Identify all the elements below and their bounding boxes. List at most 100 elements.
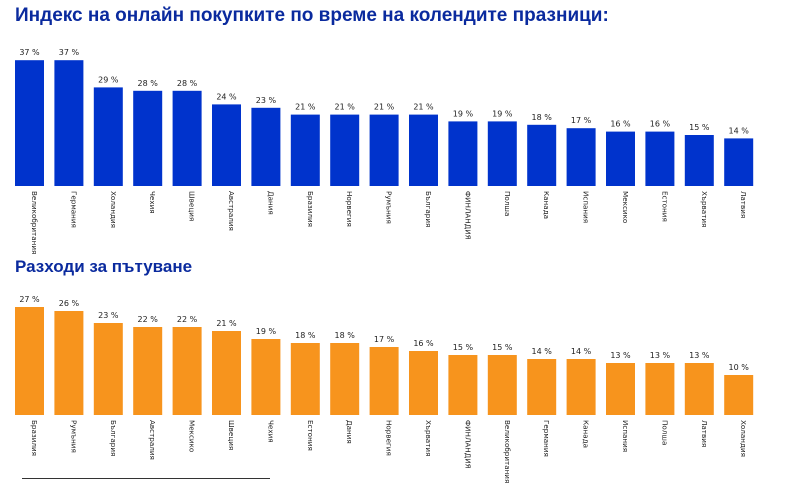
travel-value-label-11: 15 % xyxy=(453,343,474,352)
travel-category-label-3: Австралия xyxy=(148,420,157,460)
travel-value-label-16: 13 % xyxy=(650,351,671,360)
travel-bar-7 xyxy=(290,343,320,415)
online-value-label-1: 37 % xyxy=(59,48,80,57)
travel-category-label-8: Дания xyxy=(345,420,354,444)
online-value-label-5: 24 % xyxy=(216,92,237,101)
online-bar-0 xyxy=(15,60,44,187)
travel-category-label-0: Бразилия xyxy=(30,420,39,456)
online-bar-12 xyxy=(487,121,517,186)
online-bar-10 xyxy=(409,114,438,186)
online-category-label-8: Норвегия xyxy=(345,191,354,227)
online-bar-1 xyxy=(54,60,84,187)
travel-category-label-13: Германия xyxy=(542,420,551,457)
online-value-label-6: 23 % xyxy=(256,96,277,105)
travel-value-label-12: 15 % xyxy=(492,343,513,352)
online-bar-4 xyxy=(172,90,202,186)
online-category-label-5: Австралия xyxy=(227,191,236,231)
online-category-label-10: България xyxy=(424,191,433,227)
travel-value-label-8: 18 % xyxy=(335,331,356,340)
travel-value-label-13: 14 % xyxy=(532,347,553,356)
online-category-label-11: ФИНЛАНДИЯ xyxy=(463,191,472,240)
travel-bar-17 xyxy=(684,363,714,415)
online-value-label-17: 15 % xyxy=(689,123,710,132)
online-value-label-11: 19 % xyxy=(453,109,474,118)
travel-bar-3 xyxy=(133,327,163,415)
travel-bar-18 xyxy=(724,375,754,415)
online-value-label-18: 14 % xyxy=(729,126,750,135)
online-bar-8 xyxy=(330,114,360,186)
online-value-label-13: 18 % xyxy=(532,113,553,122)
travel-category-label-4: Мексико xyxy=(188,420,197,452)
travel-value-label-7: 18 % xyxy=(295,331,316,340)
online-category-label-14: Испания xyxy=(582,191,591,223)
online-bar-7 xyxy=(290,114,320,186)
travel-value-label-17: 13 % xyxy=(689,351,710,360)
online-value-label-15: 16 % xyxy=(610,120,631,129)
online-category-label-7: Бразилия xyxy=(306,191,315,227)
travel-category-label-6: Чехия xyxy=(266,420,275,443)
online-category-label-0: Великобритания xyxy=(30,191,39,254)
online-category-label-3: Чехия xyxy=(148,191,157,214)
travel-value-label-2: 23 % xyxy=(98,311,119,320)
online-category-label-18: Латвия xyxy=(739,191,748,218)
travel-bar-15 xyxy=(606,363,635,415)
online-bar-6 xyxy=(251,107,281,186)
online-bar-17 xyxy=(684,135,714,186)
travel-category-label-1: Румъния xyxy=(69,420,78,453)
online-bar-15 xyxy=(606,131,635,186)
travel-bar-8 xyxy=(330,343,360,415)
online-bar-14 xyxy=(566,128,596,186)
online-category-label-16: Естония xyxy=(660,191,669,222)
online-value-label-2: 29 % xyxy=(98,75,119,84)
travel-category-label-2: България xyxy=(109,420,118,456)
travel-value-label-6: 19 % xyxy=(256,327,277,336)
chart-title-online-shopping: Индекс на онлайн покупките по време на к… xyxy=(15,5,609,26)
online-bar-3 xyxy=(133,90,163,186)
online-category-label-9: Румъния xyxy=(385,191,394,224)
travel-category-label-9: Норвегия xyxy=(385,420,394,456)
online-category-label-17: Хърватия xyxy=(700,191,709,227)
online-value-label-12: 19 % xyxy=(492,109,513,118)
online-category-label-4: Швеция xyxy=(188,191,197,221)
travel-value-label-4: 22 % xyxy=(177,315,198,324)
travel-bar-16 xyxy=(645,363,675,415)
travel-category-label-10: Хърватия xyxy=(424,420,433,456)
travel-value-label-15: 13 % xyxy=(610,351,631,360)
travel-bar-13 xyxy=(527,359,557,415)
online-bar-13 xyxy=(527,124,557,186)
online-category-label-15: Мексико xyxy=(621,191,630,223)
travel-category-label-7: Естония xyxy=(306,420,315,451)
online-value-label-7: 21 % xyxy=(295,103,316,112)
online-value-label-4: 28 % xyxy=(177,79,198,88)
travel-bar-10 xyxy=(409,351,438,415)
travel-value-label-18: 10 % xyxy=(729,363,750,372)
online-category-label-2: Холандия xyxy=(109,191,118,228)
travel-value-label-1: 26 % xyxy=(59,299,80,308)
travel-bar-6 xyxy=(251,339,281,415)
chart-title-travel-spending: Разходи за пътуване xyxy=(15,257,193,276)
travel-category-label-16: Полша xyxy=(660,420,669,445)
travel-value-label-5: 21 % xyxy=(216,319,237,328)
travel-category-label-12: Великобритания xyxy=(503,420,512,483)
online-bar-9 xyxy=(369,114,399,186)
online-category-label-13: Канада xyxy=(542,191,551,219)
travel-bar-5 xyxy=(212,331,241,415)
travel-value-label-14: 14 % xyxy=(571,347,592,356)
travel-bar-14 xyxy=(566,359,596,415)
online-value-label-16: 16 % xyxy=(650,120,671,129)
travel-category-label-15: Испания xyxy=(621,420,630,452)
travel-bar-2 xyxy=(93,323,123,415)
travel-value-label-9: 17 % xyxy=(374,335,395,344)
online-bar-16 xyxy=(645,131,675,186)
travel-bar-11 xyxy=(448,355,478,415)
online-category-label-1: Германия xyxy=(69,191,78,228)
online-value-label-10: 21 % xyxy=(413,103,434,112)
travel-category-label-11: ФИНЛАНДИЯ xyxy=(463,420,472,469)
travel-category-label-14: Канада xyxy=(582,420,591,448)
travel-category-label-18: Холандия xyxy=(739,420,748,457)
online-bar-11 xyxy=(448,121,478,186)
travel-value-label-10: 16 % xyxy=(413,339,434,348)
online-value-label-9: 21 % xyxy=(374,103,395,112)
travel-category-label-17: Латвия xyxy=(700,420,709,447)
